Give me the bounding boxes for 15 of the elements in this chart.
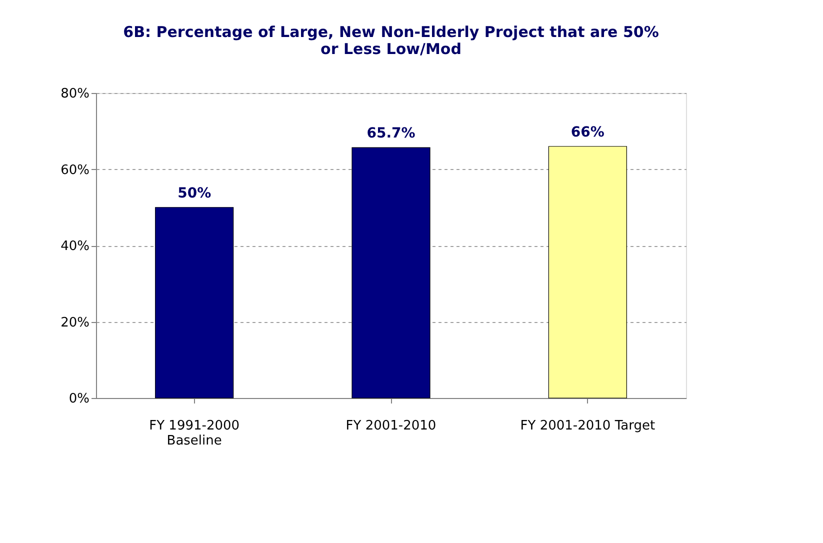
bar	[352, 147, 430, 398]
bar	[155, 207, 234, 398]
y-tick-label: 60%	[60, 162, 90, 178]
bar	[548, 146, 627, 398]
chart-title: 6B: Percentage of Large, New Non-Elderly Project that are 50% or Less Low/Mod	[123, 23, 659, 58]
data-label: 65.7%	[366, 126, 416, 142]
y-tick-label: 40%	[60, 239, 90, 254]
x-tick-label: FY 2001-2010 Target	[520, 418, 656, 434]
y-tick-label: 80%	[60, 86, 90, 102]
x-tick-label: FY 2001-2010	[346, 418, 436, 434]
y-tick-label: 0%	[68, 392, 90, 406]
data-label: 66%	[570, 124, 604, 140]
data-label: 50%	[178, 185, 212, 202]
y-tick-label: 20%	[60, 315, 90, 330]
x-tick-label: FY 1991-2000 Baseline	[149, 418, 240, 448]
